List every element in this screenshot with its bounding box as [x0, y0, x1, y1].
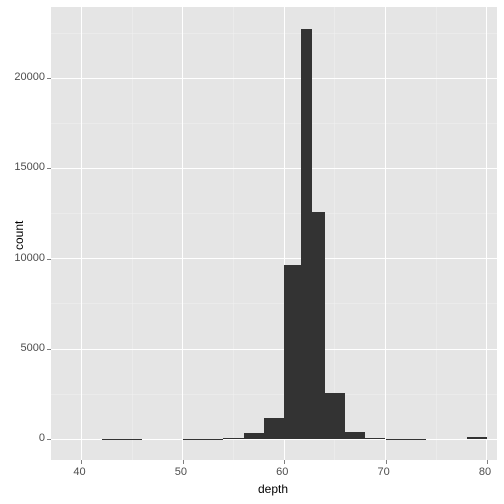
bar — [386, 439, 406, 440]
bar — [365, 438, 385, 440]
y-tick-label: 15000 — [14, 161, 45, 173]
bar — [102, 439, 122, 440]
y-tick-label: 20000 — [14, 71, 45, 83]
bar — [345, 432, 365, 439]
x-tick-label: 80 — [479, 466, 491, 478]
x-tick-label: 40 — [73, 466, 85, 478]
x-tick-label: 60 — [276, 466, 288, 478]
y-axis-title: count — [12, 220, 26, 249]
bar — [264, 418, 284, 440]
y-tick-label: 0 — [39, 432, 45, 444]
bar — [223, 438, 243, 440]
x-tick-label: 70 — [378, 466, 390, 478]
bar — [244, 433, 264, 439]
bar — [467, 437, 487, 439]
histogram-chart: 40 50 60 70 80 0 5000 10000 15000 20000 depth co… — [0, 0, 504, 504]
bar — [183, 439, 203, 440]
bars-layer — [51, 7, 497, 460]
bar — [325, 393, 345, 440]
x-tick-label: 50 — [175, 466, 187, 478]
bar — [203, 439, 223, 440]
bar — [301, 29, 312, 439]
bar — [122, 439, 142, 440]
y-tick-label: 10000 — [14, 252, 45, 264]
x-axis-title: depth — [258, 482, 288, 496]
bar — [406, 439, 426, 440]
y-tick-label: 5000 — [21, 342, 45, 354]
plot-panel — [51, 7, 497, 460]
